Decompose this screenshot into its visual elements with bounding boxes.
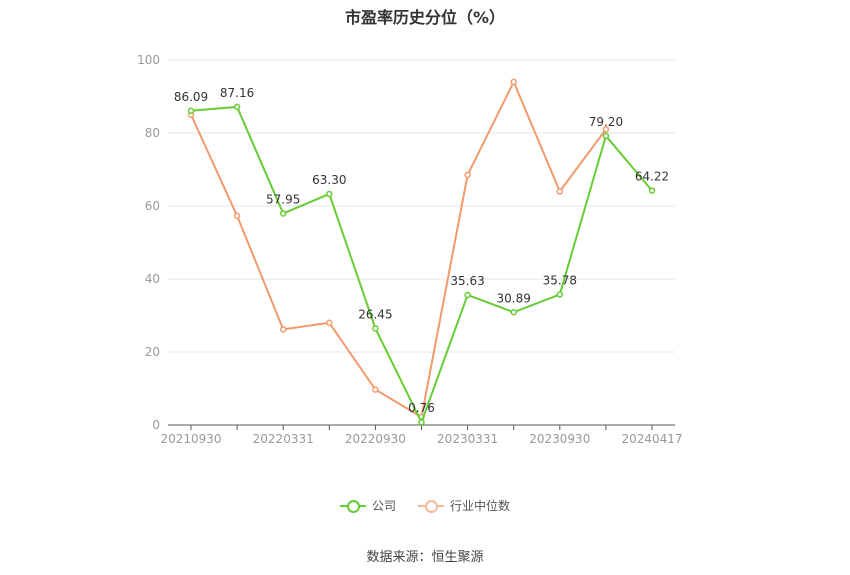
data-point-company [418, 418, 425, 426]
legend-label-industry-median: 行业中位数 [450, 499, 511, 513]
data-point-company [602, 132, 610, 140]
data-point-company [279, 210, 287, 217]
data-point-industry-median [372, 386, 379, 393]
data-label-company: 86.09 [174, 90, 208, 104]
label-layer: 86.09 87.16 57.95 63.30 26.45 0.76 35.63 30.89 3… [174, 86, 669, 415]
data-point-company [510, 309, 517, 316]
series-line-industry-median [190, 80, 607, 418]
data-label-company: 0.76 [408, 401, 435, 415]
series-layer [187, 78, 656, 426]
y-tick-label: 60 [145, 199, 160, 213]
x-tick-label: 20210930 [160, 432, 221, 446]
data-point-industry-median [510, 78, 517, 86]
x-tick-label: 20220930 [345, 432, 406, 446]
data-point-company [187, 107, 195, 115]
data-label-company: 30.89 [497, 291, 531, 305]
x-tick-label: 20230930 [529, 432, 590, 446]
data-label-company: 87.16 [220, 86, 254, 100]
chart-title: 市盈率历史分位（%） [344, 8, 506, 27]
x-tick-label: 20240417 [621, 432, 682, 446]
y-tick-label: 20 [145, 345, 160, 359]
y-tick-label: 40 [145, 272, 160, 286]
data-point-industry-median [556, 188, 564, 195]
data-point-company [464, 291, 471, 299]
data-label-company: 35.63 [450, 274, 484, 288]
data-label-company: 64.22 [635, 170, 669, 184]
data-point-industry-median [233, 212, 241, 220]
data-label-company: 35.78 [543, 273, 577, 287]
x-tick-label: 20230331 [437, 432, 498, 446]
y-tick-label: 80 [145, 126, 160, 140]
y-tick-label: 0 [152, 418, 160, 432]
grid-layer [168, 59, 675, 353]
data-point-industry-median [602, 126, 610, 133]
data-label-company: 57.95 [266, 192, 300, 206]
data-point-industry-median [326, 319, 333, 327]
legend-swatch-industry-median [418, 499, 444, 513]
axis-layer: 0 20 40 60 80 100 20210930 20220331 20220930 2023… [137, 53, 682, 446]
y-tick-label: 100 [137, 53, 160, 67]
data-point-company [372, 325, 379, 332]
data-point-company [648, 187, 656, 194]
series-line-company [190, 105, 653, 424]
data-point-industry-median [464, 171, 471, 179]
legend-label-company: 公司 [371, 499, 396, 513]
data-point-company [556, 291, 564, 298]
data-label-company: 26.45 [358, 307, 392, 321]
data-source-note: 数据来源：恒生聚源 [366, 550, 484, 565]
data-label-company: 79.20 [589, 115, 623, 129]
x-tick-label: 20220331 [253, 432, 314, 446]
data-point-company [326, 190, 333, 198]
legend: 公司 行业中位数 [0, 497, 850, 514]
legend-item-company[interactable]: 公司 [339, 497, 396, 514]
legend-swatch-company [339, 499, 366, 513]
legend-item-industry-median[interactable]: 行业中位数 [418, 497, 510, 514]
data-point-company [233, 103, 241, 111]
data-point-industry-median [279, 326, 287, 333]
data-label-company: 63.30 [312, 173, 346, 187]
